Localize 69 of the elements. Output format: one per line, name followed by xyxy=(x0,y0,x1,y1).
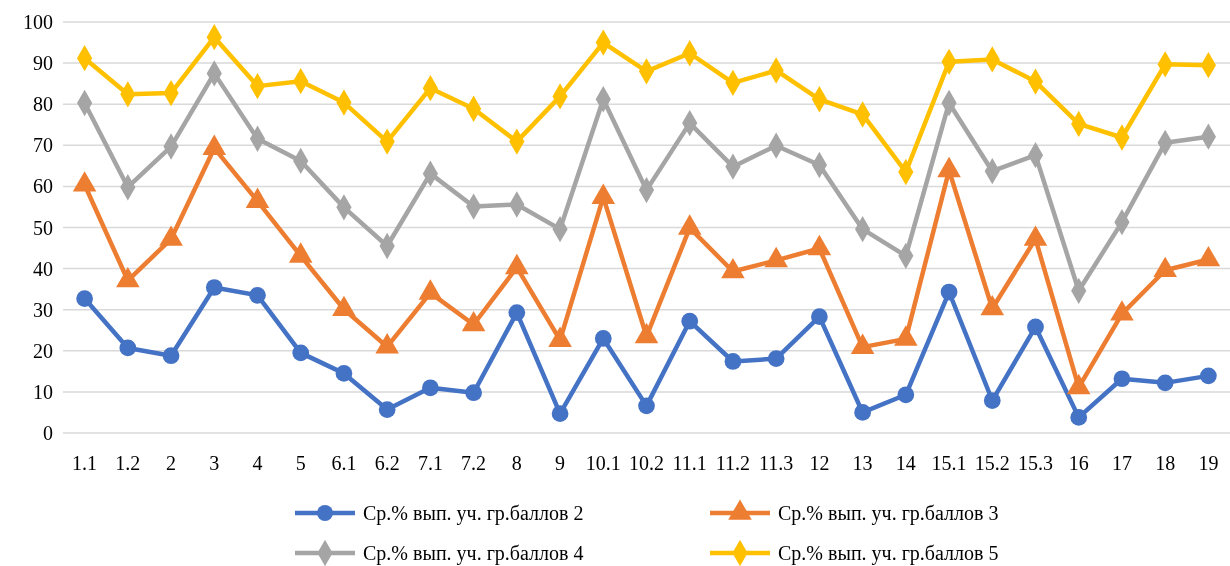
y-tick-label: 0 xyxy=(43,422,53,444)
x-tick-label: 8 xyxy=(511,452,522,474)
x-tick-label: 16 xyxy=(1068,452,1089,474)
point xyxy=(162,347,180,365)
x-tick-label: 19 xyxy=(1198,452,1219,474)
x-tick-label: 7.1 xyxy=(417,452,443,474)
point xyxy=(983,392,1001,409)
point xyxy=(292,344,310,362)
point xyxy=(1156,374,1174,392)
x-tick-label: 15.1 xyxy=(931,452,967,474)
x-tick-label: 13 xyxy=(852,452,873,474)
point xyxy=(465,384,482,402)
point xyxy=(724,353,742,370)
y-tick-label: 40 xyxy=(33,257,53,280)
y-tick-label: 60 xyxy=(33,175,53,198)
x-tick-label: 11.2 xyxy=(715,452,751,474)
point xyxy=(1027,318,1044,336)
point xyxy=(508,304,526,321)
point xyxy=(1113,370,1131,388)
x-tick-label: 5 xyxy=(295,452,306,474)
point xyxy=(897,386,915,404)
y-tick-label: 30 xyxy=(33,298,53,321)
x-tick-label: 3 xyxy=(209,452,220,474)
x-tick-label: 1.2 xyxy=(115,452,141,474)
x-tick-label: 11.1 xyxy=(672,452,707,474)
y-tick-label: 90 xyxy=(33,52,53,75)
point xyxy=(378,401,396,418)
point xyxy=(940,283,958,301)
point xyxy=(205,279,223,296)
point xyxy=(1070,409,1088,426)
legend-label: Ср.% вып. уч. гр.баллов 5 xyxy=(778,542,999,565)
y-tick-label: 70 xyxy=(33,134,53,157)
legend-label: Ср.% вып. уч. гр.баллов 2 xyxy=(363,502,584,525)
y-tick-label: 50 xyxy=(33,216,53,239)
point xyxy=(422,379,439,397)
x-tick-label: 6.1 xyxy=(331,452,357,474)
x-tick-label: 12 xyxy=(809,452,830,474)
point xyxy=(249,286,266,304)
legend-label: Ср.% вып. уч. гр.баллов 3 xyxy=(778,502,999,525)
x-tick-label: 4 xyxy=(252,452,263,474)
x-tick-label: 10.1 xyxy=(585,452,621,474)
point xyxy=(335,365,353,382)
point xyxy=(119,339,137,357)
x-tick-label: 15.3 xyxy=(1018,452,1053,474)
x-tick-label: 2 xyxy=(166,452,177,474)
x-tick-label: 17 xyxy=(1111,452,1132,474)
x-tick-label: 7.2 xyxy=(461,452,487,474)
point xyxy=(767,350,785,367)
x-tick-label: 18 xyxy=(1155,452,1176,474)
point xyxy=(638,397,655,415)
point xyxy=(594,330,612,347)
x-tick-label: 6.2 xyxy=(374,452,400,474)
point xyxy=(1200,367,1217,385)
y-tick-label: 100 xyxy=(23,11,53,33)
x-tick-label: 10.2 xyxy=(629,452,664,474)
point xyxy=(854,404,871,421)
x-tick-label: 14 xyxy=(895,452,916,474)
point xyxy=(681,312,699,330)
y-tick-label: 80 xyxy=(33,93,53,116)
y-tick-label: 20 xyxy=(33,339,53,362)
x-tick-label: 11.3 xyxy=(759,452,794,474)
point xyxy=(811,308,828,326)
legend-label: Ср.% вып. уч. гр.баллов 4 xyxy=(363,542,584,565)
x-tick-label: 9 xyxy=(555,452,566,474)
x-tick-label: 15.2 xyxy=(974,452,1010,474)
point xyxy=(76,290,93,307)
point xyxy=(551,405,569,423)
y-tick-label: 10 xyxy=(33,380,53,403)
x-tick-label: 1.1 xyxy=(72,452,98,474)
